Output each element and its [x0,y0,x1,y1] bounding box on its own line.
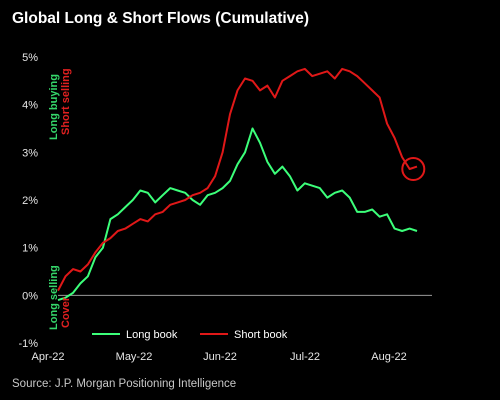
y-tick-label: 2% [22,195,38,207]
y-tick-label: 4% [22,100,38,112]
y-tick-label: 3% [22,147,38,159]
legend-label: Long book [126,329,178,341]
x-tick-label: May-22 [116,351,153,363]
annotation-cover: Cover [60,296,72,328]
series-line-long-book [57,127,418,302]
chart-source: Source: J.P. Morgan Positioning Intellig… [12,378,237,390]
y-tick-label: 5% [22,52,38,64]
y-tick-label: 1% [22,243,38,255]
legend-label: Short book [234,329,288,341]
x-tick-label: Apr-22 [31,351,64,363]
x-tick-label: Jun-22 [203,351,237,363]
annotation-long-selling: Long selling [48,265,60,330]
y-tick-label: 0% [22,290,38,302]
x-tick-label: Aug-22 [371,351,406,363]
series-line-short-book [57,67,418,292]
y-tick-label: -1% [18,338,38,350]
chart-title: Global Long & Short Flows (Cumulative) [12,10,310,27]
highlight-circle [401,157,426,182]
x-tick-label: Jul-22 [290,351,320,363]
annotation-long-buying: Long buying [48,74,60,140]
annotation-short-selling: Short selling [60,68,72,135]
